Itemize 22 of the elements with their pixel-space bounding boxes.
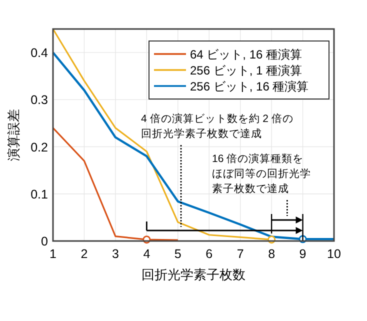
- x-tick-label: 4: [143, 247, 150, 261]
- legend-label: 256 ビット, 1 種演算: [190, 64, 302, 78]
- annotation: 16 倍の演算種類をほぼ同等の回折光学素子枚数で達成: [212, 153, 311, 195]
- x-tick-label: 3: [112, 247, 119, 261]
- y-tick-label: 0.1: [30, 187, 48, 202]
- y-axis-title: 演算誤差: [6, 109, 21, 161]
- legend-label: 256 ビット, 16 種演算: [190, 80, 309, 94]
- x-tick-label: 10: [327, 247, 341, 261]
- x-tick-label: 9: [299, 247, 306, 261]
- annotation: 4 倍の演算ビット数を約 2 倍の回折光学素子枚数で達成: [141, 113, 294, 140]
- legend-label: 64 ビット, 16 種演算: [190, 48, 302, 62]
- x-tick-label: 8: [268, 247, 276, 261]
- x-tick-label: 5: [174, 247, 182, 261]
- x-tick-label: 7: [236, 247, 244, 261]
- y-tick-label: 0: [41, 234, 48, 248]
- y-tick-label: 0.3: [30, 93, 48, 108]
- y-tick-label: 0.2: [30, 140, 48, 154]
- x-tick-label: 2: [80, 247, 88, 261]
- x-tick-label: 6: [206, 247, 213, 261]
- x-axis-title: 回折光学素子枚数: [142, 267, 246, 282]
- y-tick-label: 0.4: [30, 46, 48, 60]
- x-tick-label: 1: [50, 247, 57, 261]
